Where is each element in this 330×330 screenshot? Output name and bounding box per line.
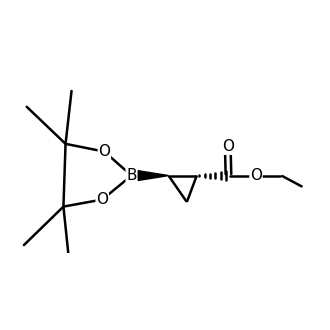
Text: O: O bbox=[96, 192, 108, 207]
Text: B: B bbox=[126, 168, 137, 183]
Text: O: O bbox=[250, 168, 262, 183]
Text: O: O bbox=[222, 139, 234, 154]
Polygon shape bbox=[138, 171, 169, 181]
Text: O: O bbox=[98, 144, 110, 159]
